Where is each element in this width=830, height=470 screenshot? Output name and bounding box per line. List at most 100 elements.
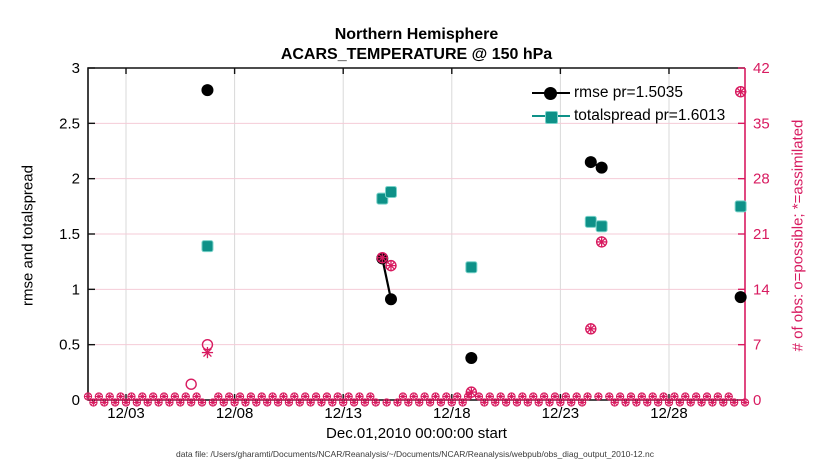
- assimilated-asterisk-marker: [361, 399, 369, 406]
- y-tick-label-right: 14: [753, 281, 770, 298]
- assimilated-asterisk-marker: [730, 399, 738, 406]
- assimilated-asterisk-marker: [280, 393, 287, 400]
- y-tick-label-left: 0: [72, 392, 80, 409]
- assimilated-asterisk-marker: [323, 393, 331, 400]
- assimilated-asterisk-marker: [285, 399, 293, 406]
- assimilated-asterisk-marker: [225, 393, 233, 400]
- legend-item-rmse: rmse pr=1.5035: [532, 81, 725, 104]
- assimilated-asterisk-marker: [584, 393, 591, 400]
- assimilated-asterisk-marker: [633, 399, 640, 406]
- y-tick-label-left: 3: [72, 60, 80, 77]
- assimilated-asterisk-marker: [90, 399, 97, 406]
- x-tick-label: 12/18: [433, 405, 471, 422]
- assimilated-asterisk-marker: [133, 399, 141, 406]
- assimilated-asterisk-marker: [84, 393, 92, 400]
- rmse-point: [595, 161, 608, 174]
- assimilated-asterisk-marker: [193, 393, 200, 400]
- totalspread-point: [384, 185, 397, 198]
- assimilated-asterisk-marker: [128, 393, 135, 400]
- rmse-point: [201, 84, 214, 97]
- assimilated-asterisk-marker: [416, 399, 423, 406]
- assimilated-asterisk-marker: [253, 399, 260, 406]
- assimilated-asterisk-marker: [377, 253, 387, 263]
- y-tick-label-right: 42: [753, 60, 770, 77]
- assimilated-asterisk-marker: [508, 393, 515, 400]
- assimilated-asterisk-marker: [432, 393, 439, 400]
- assimilated-asterisk-marker: [182, 393, 189, 400]
- assimilated-asterisk-marker: [399, 393, 407, 400]
- assimilated-asterisk-marker: [502, 399, 510, 406]
- rmse-legend-marker: [532, 86, 570, 100]
- x-tick-label: 12/08: [216, 405, 254, 422]
- assimilated-asterisk-marker: [692, 393, 700, 400]
- assimilated-asterisk-marker: [443, 393, 450, 400]
- assimilated-asterisk-marker: [497, 393, 504, 400]
- right-axis-label: # of obs: o=possible; *=assimilated: [789, 119, 807, 352]
- rmse-line: [381, 258, 393, 300]
- assimilated-asterisk-marker: [215, 393, 222, 400]
- rmse-point: [584, 156, 597, 169]
- totalspread-legend-marker: [532, 109, 570, 124]
- assimilated-asterisk-marker: [405, 399, 412, 406]
- assimilated-asterisk-marker: [698, 399, 705, 406]
- y-tick-label-left: 0.5: [59, 337, 80, 354]
- assimilated-asterisk-marker: [111, 399, 119, 406]
- assimilated-asterisk-marker: [274, 399, 282, 406]
- assimilated-asterisk-marker: [437, 399, 445, 406]
- possible-circle-marker: [185, 378, 197, 390]
- y-tick-label-left: 1: [72, 281, 80, 298]
- totalspread-point: [734, 200, 747, 213]
- assimilated-asterisk-marker: [665, 399, 673, 406]
- assimilated-asterisk-marker: [513, 399, 521, 406]
- assimilated-asterisk-marker: [144, 399, 151, 406]
- assimilated-asterisk-marker: [117, 393, 124, 400]
- assimilated-asterisk-marker: [258, 393, 265, 400]
- legend-label-rmse: rmse pr=1.5035: [574, 83, 683, 101]
- assimilated-asterisk-marker: [622, 399, 629, 406]
- assimilated-asterisk-marker: [720, 399, 727, 406]
- assimilated-asterisk-marker: [649, 393, 656, 400]
- assimilated-asterisk-marker: [654, 399, 662, 406]
- assimilated-asterisk-marker: [535, 399, 542, 406]
- assimilated-asterisk-marker: [122, 399, 130, 406]
- assimilated-asterisk-marker: [187, 399, 195, 406]
- assimilated-asterisk-marker: [318, 399, 325, 406]
- y-tick-label-right: 7: [753, 337, 761, 354]
- assimilated-asterisk-marker: [687, 399, 694, 406]
- assimilated-asterisk-marker: [568, 399, 575, 406]
- assimilated-asterisk-marker: [709, 399, 716, 406]
- assimilated-asterisk-marker: [466, 387, 476, 397]
- assimilated-asterisk-marker: [177, 399, 184, 406]
- assimilated-asterisk-marker: [611, 399, 618, 406]
- assimilated-asterisk-marker: [263, 399, 271, 406]
- chart-title-line2: ACARS_TEMPERATURE @ 150 hPa: [280, 46, 553, 63]
- assimilated-asterisk-marker: [551, 393, 559, 400]
- assimilated-asterisk-marker: [486, 393, 493, 400]
- assimilated-asterisk-marker: [95, 393, 103, 400]
- assimilated-asterisk-marker: [410, 393, 417, 400]
- legend-item-totalspread: totalspread pr=1.6013: [532, 104, 725, 127]
- assimilated-asterisk-marker: [394, 399, 401, 406]
- y-tick-label-right: 0: [753, 392, 761, 409]
- legend-label-totalspread: totalspread pr=1.6013: [574, 106, 726, 124]
- assimilated-asterisk-marker: [682, 393, 689, 400]
- assimilated-asterisk-marker: [101, 399, 108, 406]
- assimilated-asterisk-marker: [171, 393, 179, 400]
- assimilated-asterisk-marker: [367, 393, 374, 400]
- assimilated-asterisk-marker: [383, 399, 390, 406]
- assimilated-asterisk-marker: [203, 348, 212, 357]
- assimilated-asterisk-marker: [334, 393, 341, 400]
- assimilated-asterisk-marker: [356, 393, 363, 400]
- assimilated-asterisk-marker: [345, 393, 352, 400]
- assimilated-asterisk-marker: [106, 393, 113, 400]
- assimilated-asterisk-marker: [524, 399, 531, 406]
- assimilated-asterisk-marker: [660, 393, 667, 400]
- assimilated-asterisk-marker: [519, 393, 526, 400]
- assimilated-asterisk-marker: [350, 399, 358, 406]
- assimilated-asterisk-marker: [492, 399, 499, 406]
- assimilated-asterisk-marker: [627, 393, 635, 400]
- assimilated-asterisk-marker: [714, 393, 722, 400]
- x-tick-label: 12/28: [650, 405, 688, 422]
